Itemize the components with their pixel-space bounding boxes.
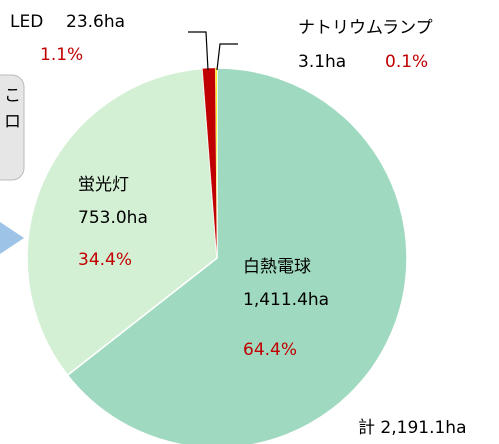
category-label: LED — [10, 12, 43, 32]
percentage-label: 34.4% — [78, 250, 132, 270]
side-box — [0, 74, 25, 181]
percentage-label: 64.4% — [243, 340, 297, 360]
value-label: 23.6ha — [66, 12, 125, 32]
leader-line — [188, 31, 209, 71]
pie-slice — [26, 67, 218, 377]
category-label: 白熱電球 — [243, 257, 311, 277]
pie-slice — [66, 67, 408, 444]
category-label: 蛍光灯 — [78, 175, 129, 195]
value-label: 3.1ha — [298, 52, 346, 72]
fragment: こ — [4, 86, 21, 106]
pie — [26, 67, 408, 444]
percentage-label: 0.1% — [385, 52, 428, 72]
category-label: ナトリウムランプ — [298, 18, 433, 38]
value-label: 1,411.4ha — [243, 290, 329, 310]
fragment: ロ — [4, 112, 21, 132]
arrow — [0, 222, 24, 254]
value-label: 753.0ha — [78, 208, 148, 228]
total-label: 計 2,191.1ha — [358, 418, 466, 438]
percentage-label: 1.1% — [40, 45, 83, 65]
leader-line — [216, 43, 238, 71]
